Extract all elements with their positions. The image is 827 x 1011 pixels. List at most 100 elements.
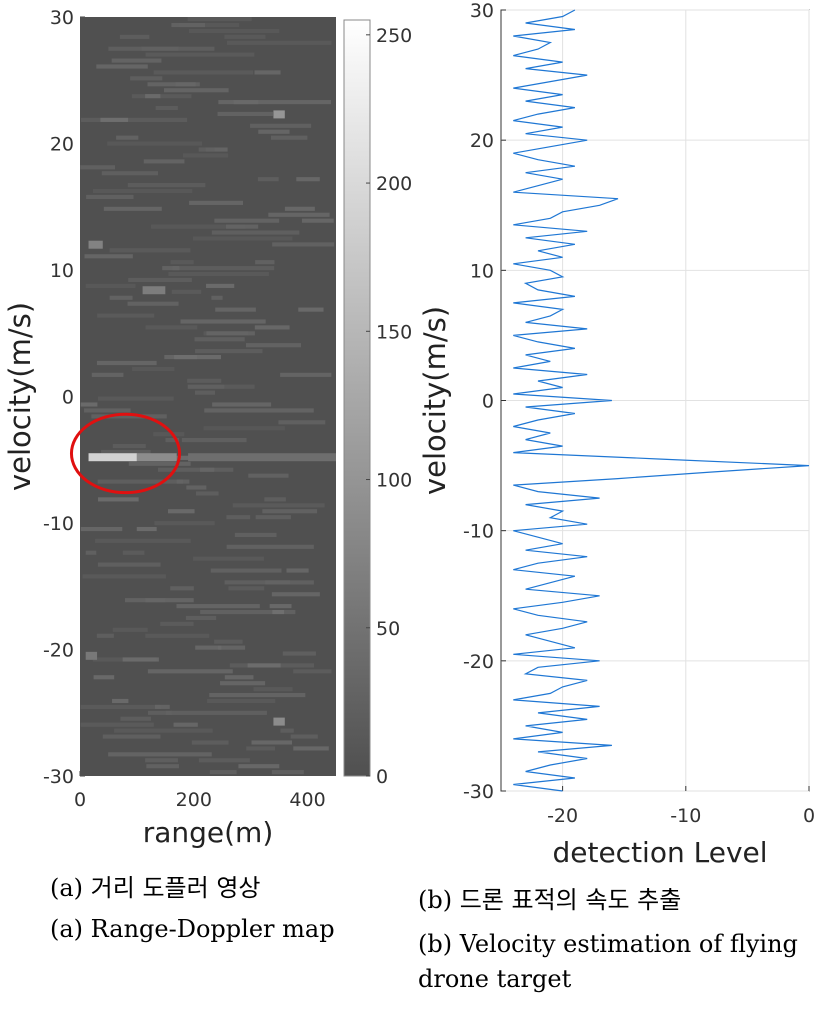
target-return bbox=[88, 240, 103, 249]
x-tick-label: 200 bbox=[176, 789, 212, 811]
noise-stripe bbox=[157, 467, 234, 472]
noise-stripe bbox=[195, 349, 263, 354]
noise-stripe bbox=[154, 521, 215, 526]
y-tick-label: 0 bbox=[62, 387, 74, 409]
noise-stripe bbox=[145, 758, 178, 763]
noise-stripe bbox=[127, 301, 179, 306]
noise-stripe bbox=[280, 372, 332, 377]
noise-stripe bbox=[224, 675, 254, 680]
noise-stripe bbox=[280, 728, 294, 733]
noise-stripe bbox=[191, 740, 229, 745]
y-axis-label: velocity(m/s) bbox=[3, 302, 37, 491]
noise-stripe bbox=[85, 283, 136, 288]
noise-stripe bbox=[187, 384, 225, 389]
noise-stripe bbox=[171, 22, 205, 28]
noise-stripe bbox=[145, 633, 210, 638]
noise-stripe bbox=[92, 188, 193, 194]
noise-stripe bbox=[162, 266, 180, 271]
noise-stripe bbox=[203, 426, 285, 431]
noise-stripe bbox=[108, 752, 212, 757]
noise-stripe bbox=[194, 337, 245, 342]
noise-stripe bbox=[165, 438, 180, 443]
noise-stripe bbox=[195, 491, 219, 496]
noise-stripe bbox=[254, 325, 290, 330]
noise-stripe bbox=[125, 598, 166, 603]
noise-stripe bbox=[145, 52, 255, 57]
noise-stripe bbox=[250, 123, 312, 128]
noise-stripe bbox=[189, 200, 244, 205]
noise-stripe bbox=[101, 171, 159, 176]
target-highlight-ellipse bbox=[69, 412, 182, 495]
y-axis-label: velocity(m/s) bbox=[418, 306, 452, 495]
noise-stripe bbox=[182, 153, 229, 158]
noise-stripe bbox=[212, 402, 272, 407]
noise-stripe bbox=[214, 639, 243, 644]
noise-stripe bbox=[205, 147, 228, 152]
x-tick-label: 0 bbox=[803, 805, 815, 827]
range-doppler-chart: velocity(m/s) range(m) 3020100-10-20-30 … bbox=[3, 7, 412, 849]
noise-stripe bbox=[185, 615, 217, 621]
target-return bbox=[142, 286, 166, 295]
noise-stripe bbox=[153, 432, 185, 437]
noise-stripe bbox=[120, 716, 151, 721]
noise-stripe bbox=[187, 378, 222, 383]
noise-stripe bbox=[176, 604, 260, 609]
noise-stripe bbox=[145, 325, 198, 330]
noise-stripe bbox=[206, 331, 255, 336]
noise-stripe bbox=[232, 503, 325, 508]
noise-stripe bbox=[193, 556, 264, 561]
target-return bbox=[136, 453, 177, 462]
noise-stripe bbox=[173, 722, 198, 727]
noise-stripe bbox=[271, 592, 320, 597]
noise-stripe bbox=[167, 509, 195, 514]
noise-stripe bbox=[131, 94, 192, 99]
y-tick-label: 30 bbox=[470, 0, 494, 22]
noise-stripe bbox=[145, 94, 161, 99]
noise-stripe bbox=[218, 645, 246, 650]
y-tick-label: -30 bbox=[43, 766, 74, 788]
x-tick-label: 400 bbox=[289, 789, 325, 811]
noise-stripe bbox=[301, 218, 334, 223]
noise-stripe bbox=[255, 515, 291, 520]
noise-stripe bbox=[153, 70, 254, 75]
noise-stripe bbox=[93, 675, 115, 680]
noise-stripe bbox=[96, 633, 114, 638]
y-tick-label: -20 bbox=[43, 640, 74, 662]
noise-stripe bbox=[186, 485, 207, 490]
noise-stripe bbox=[282, 651, 316, 656]
noise-stripe bbox=[85, 550, 97, 555]
noise-stripe bbox=[228, 586, 265, 591]
noise-stripe bbox=[97, 479, 184, 484]
noise-stripe bbox=[136, 526, 157, 532]
noise-stripe bbox=[98, 497, 139, 502]
noise-stripe bbox=[91, 414, 167, 419]
noise-stripe bbox=[101, 449, 151, 455]
noise-stripe bbox=[174, 354, 222, 360]
noise-stripe bbox=[271, 770, 304, 775]
noise-stripe bbox=[116, 135, 139, 140]
noise-stripe bbox=[215, 307, 256, 312]
noise-stripe bbox=[163, 88, 229, 93]
noise-stripe bbox=[290, 734, 318, 739]
target-return bbox=[188, 453, 336, 462]
noise-stripe bbox=[97, 396, 174, 401]
noise-stripe bbox=[268, 212, 330, 217]
noise-stripe bbox=[97, 562, 161, 567]
noise-stripe bbox=[128, 277, 192, 283]
noise-stripe bbox=[204, 408, 314, 413]
noise-stripe bbox=[170, 260, 194, 265]
noise-stripe bbox=[248, 473, 289, 478]
noise-stripe bbox=[112, 443, 146, 449]
noise-stripe bbox=[195, 645, 222, 650]
noise-stripe bbox=[91, 372, 124, 377]
noise-stripe bbox=[238, 764, 280, 769]
y-tick-label: 20 bbox=[470, 130, 494, 152]
noise-stripe bbox=[286, 568, 309, 573]
noise-stripe bbox=[298, 307, 324, 312]
noise-stripe bbox=[96, 64, 148, 69]
noise-stripe bbox=[193, 236, 293, 241]
noise-stripe bbox=[154, 704, 170, 709]
noise-stripe bbox=[194, 390, 215, 395]
noise-stripe bbox=[254, 70, 281, 75]
noise-stripe bbox=[147, 669, 233, 674]
